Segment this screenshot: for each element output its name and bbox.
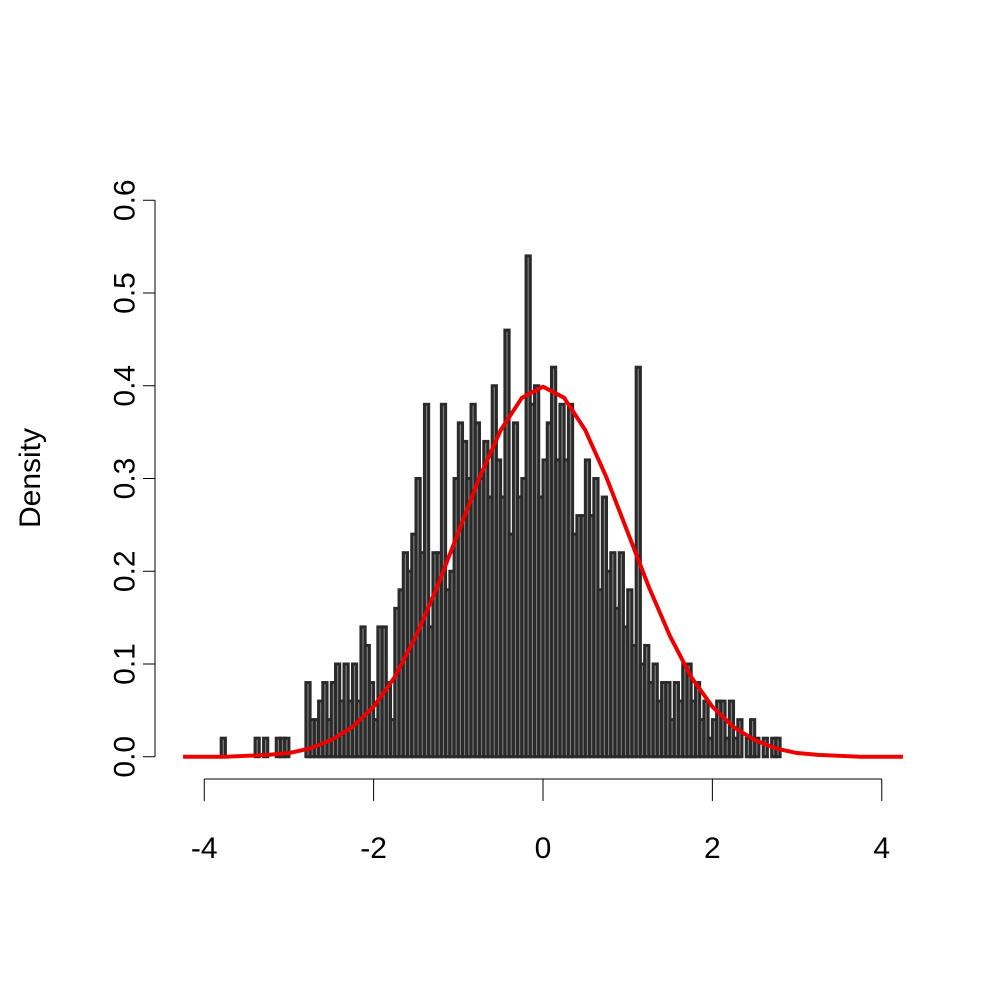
- bar: [422, 402, 431, 759]
- y-tick-label: 0.0: [109, 736, 142, 778]
- x-tick-label: 4: [873, 832, 890, 865]
- bar: [719, 699, 727, 759]
- x-tick-label: -2: [360, 832, 387, 865]
- y-tick-label: 0.5: [109, 272, 142, 314]
- y-tick-label: 0.4: [109, 365, 142, 407]
- y-tick-label: 0.6: [109, 179, 142, 221]
- bar: [753, 736, 761, 759]
- x-tick-label: 2: [704, 832, 721, 865]
- y-axis-label: Density: [14, 428, 47, 528]
- bar: [283, 736, 291, 759]
- y-tick-label: 0.1: [109, 643, 142, 685]
- density-curve: [183, 384, 903, 759]
- bar: [736, 718, 744, 759]
- y-tick-label: 0.2: [109, 550, 142, 592]
- y-tick-label: 0.3: [109, 458, 142, 500]
- bar: [761, 736, 769, 759]
- x-tick-label: 0: [535, 832, 552, 865]
- bar: [219, 736, 227, 759]
- x-tick-label: -4: [191, 832, 218, 865]
